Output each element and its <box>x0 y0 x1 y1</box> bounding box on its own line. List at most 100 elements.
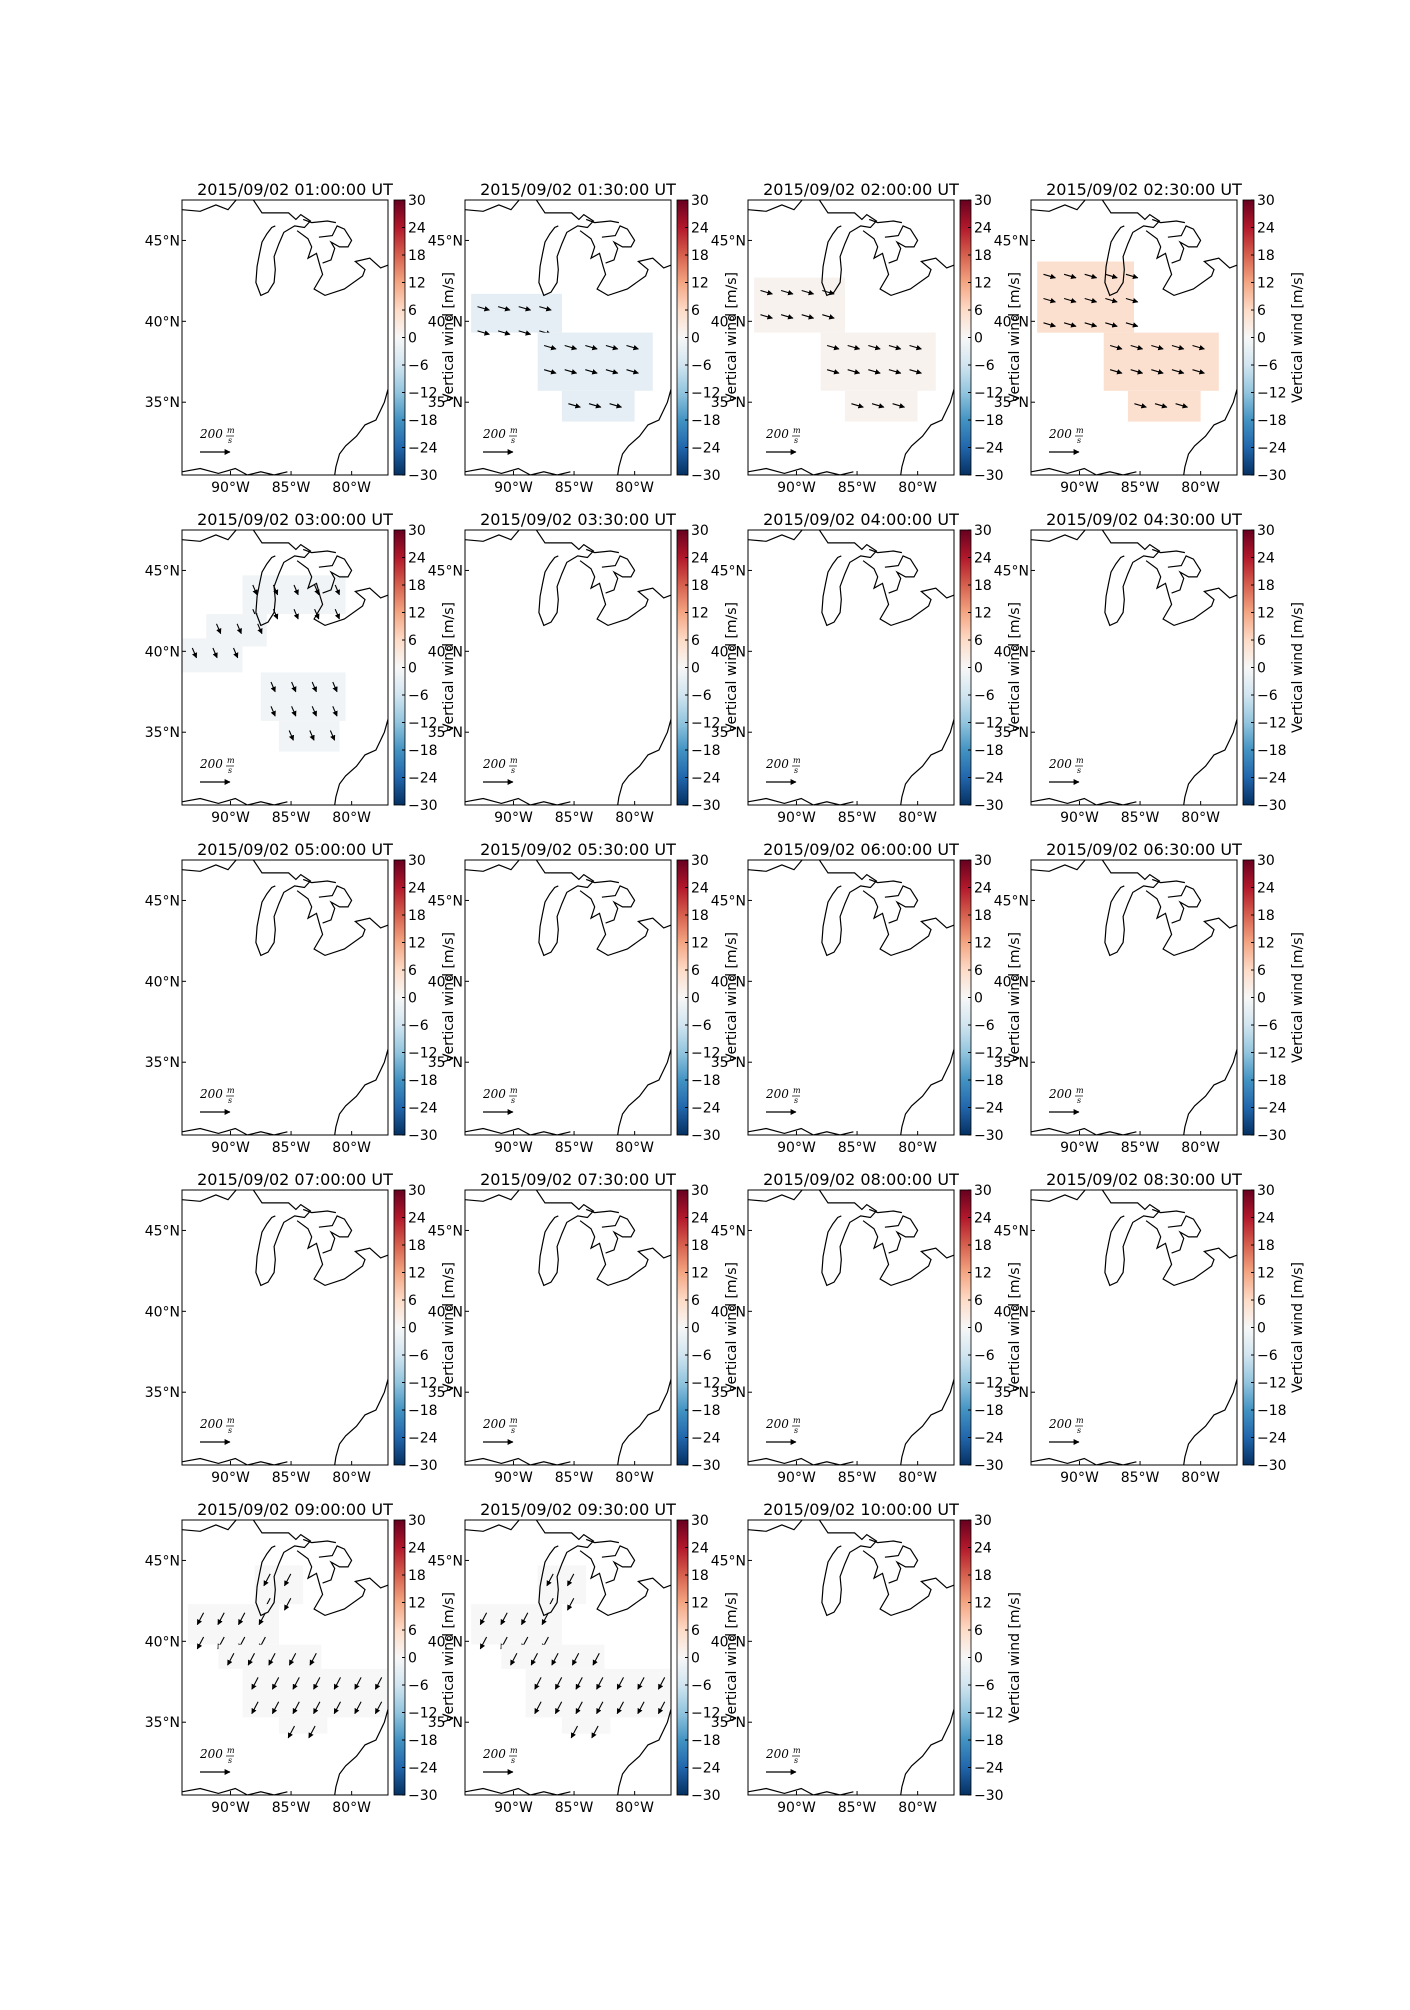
x-tick-label: 90°W <box>777 810 816 826</box>
y-tick-label: 35°N <box>711 1385 746 1401</box>
scale-unit-denominator: s <box>794 436 798 445</box>
colorbar-tick-label: −6 <box>1257 358 1278 374</box>
colorbar-tick-label: −24 <box>408 1761 438 1777</box>
wind-vector <box>313 1677 321 1690</box>
map-frame <box>181 1189 389 1466</box>
x-tick-label: 80°W <box>1181 1140 1220 1156</box>
coastline <box>868 548 903 554</box>
colorbar-tick-label: 30 <box>1257 523 1275 539</box>
colorbar-tick-label: −12 <box>691 1706 721 1722</box>
coastline <box>465 1457 571 1465</box>
x-tick-label: 80°W <box>898 1800 937 1816</box>
map-panel-1: 2015/09/02 01:00:00 UT 90°W 85°W 80°W 45°N 40… <box>145 180 457 496</box>
scale-unit-denominator: s <box>1077 1426 1081 1435</box>
scale-unit-numerator: m <box>510 1416 518 1425</box>
wind-vector <box>333 1701 341 1715</box>
map-panel-4: 2015/09/02 02:30:00 UT 90°W 85°W 80°W 45°N 40… <box>994 180 1306 496</box>
scale-label: 200 <box>199 757 223 771</box>
coastline <box>748 530 878 627</box>
colorbar-tick-label: 12 <box>1257 606 1275 622</box>
colorbar-tick-label: 6 <box>974 633 983 649</box>
colorbar-tick-label: 12 <box>691 936 709 952</box>
coastline <box>748 1190 878 1287</box>
scale-label: 200 <box>765 427 789 441</box>
colorbar-tick-label: 18 <box>974 1568 992 1584</box>
coastline <box>318 1215 353 1254</box>
coverage-region <box>242 575 346 615</box>
coastline <box>900 389 954 475</box>
coverage-region <box>188 1604 279 1645</box>
y-tick-label: 35°N <box>994 395 1029 411</box>
colorbar-tick-label: −12 <box>974 1046 1004 1062</box>
colorbar-tick-label: −30 <box>1257 468 1287 484</box>
wind-vector <box>332 706 338 717</box>
wind-vector <box>1151 369 1164 375</box>
x-tick-label: 90°W <box>1060 1470 1099 1486</box>
y-tick-label: 40°N <box>994 1304 1029 1320</box>
coverage-region <box>1037 261 1134 333</box>
map-panel-2: 2015/09/02 01:30:00 UT 90°W 85°W 80°W 45°N 40… <box>428 180 740 496</box>
colorbar-label: Vertical wind [m/s] <box>1007 1262 1023 1393</box>
wind-vector <box>568 403 581 409</box>
colorbar-tick-label: −12 <box>691 1376 721 1392</box>
wind-vector <box>868 344 881 351</box>
x-tick-label: 85°W <box>838 1140 877 1156</box>
coastline <box>1151 218 1186 224</box>
x-tick-label: 90°W <box>494 480 533 496</box>
colorbar-label: Vertical wind [m/s] <box>441 932 457 1063</box>
coastline <box>748 200 878 297</box>
colorbar-tick-label: 12 <box>974 936 992 952</box>
colorbar-tick-label: 18 <box>1257 1238 1275 1254</box>
scale-label: 200 <box>199 1417 223 1431</box>
wind-vector <box>626 344 639 351</box>
colorbar-tick-label: −24 <box>1257 771 1287 787</box>
wind-vector <box>497 330 511 336</box>
scale-label: 200 <box>765 757 789 771</box>
colorbar-tick-label: 24 <box>974 881 992 897</box>
colorbar-tick-label: −18 <box>974 1403 1004 1419</box>
wind-vector <box>354 1701 362 1715</box>
map-panel-14: 2015/09/02 07:30:00 UT 90°W 85°W 80°W 45°N 40… <box>428 1170 740 1486</box>
scale-label: 200 <box>482 1087 506 1101</box>
coastline <box>617 389 671 475</box>
coverage-region <box>278 1717 328 1734</box>
wind-vector <box>510 1652 518 1666</box>
colorbar-tick-label: 0 <box>1257 661 1266 677</box>
colorbar-label: Vertical wind [m/s] <box>724 602 740 733</box>
colorbar-tick-label: 30 <box>1257 853 1275 869</box>
coastline <box>182 200 312 297</box>
wind-vector <box>263 1573 271 1587</box>
wind-vector <box>196 1612 205 1626</box>
colorbar-tick-label: −18 <box>691 1073 721 1089</box>
map-frame <box>464 859 672 1136</box>
wind-vector <box>251 1701 259 1715</box>
colorbar-tick-label: −6 <box>1257 688 1278 704</box>
colorbar-tick-label: −18 <box>408 1733 438 1749</box>
colorbar-tick-label: −24 <box>691 1101 721 1117</box>
wind-vector <box>826 369 840 375</box>
colorbar-tick-label: −18 <box>408 743 438 759</box>
coastline <box>748 1457 854 1465</box>
wind-vector <box>596 1677 604 1690</box>
colorbar-label: Vertical wind [m/s] <box>1007 272 1023 403</box>
colorbar-tick-label: −24 <box>974 1761 1004 1777</box>
wind-vector <box>227 1652 235 1666</box>
colorbar-tick-label: −6 <box>408 1018 429 1034</box>
x-tick-label: 85°W <box>555 480 594 496</box>
map-panel-18: 2015/09/02 09:30:00 UT 90°W 85°W 80°W 45°N 40… <box>428 1500 740 1816</box>
colorbar-tick-label: 24 <box>408 221 426 237</box>
map-frame <box>1030 199 1238 476</box>
colorbar-tick-label: 30 <box>691 523 709 539</box>
colorbar-tick-label: 18 <box>408 1238 426 1254</box>
scale-label: 200 <box>199 1087 223 1101</box>
coverage-region <box>501 1644 605 1669</box>
wind-vector <box>1175 403 1189 409</box>
wind-vector <box>497 306 511 312</box>
wind-vector <box>657 1677 666 1690</box>
colorbar-label: Vertical wind [m/s] <box>441 602 457 733</box>
y-tick-label: 40°N <box>428 644 463 660</box>
scale-label: 200 <box>482 1747 506 1761</box>
colorbar-tick-label: 30 <box>974 193 992 209</box>
colorbar-tick-label: −6 <box>974 1018 995 1034</box>
y-tick-label: 45°N <box>994 1223 1029 1239</box>
